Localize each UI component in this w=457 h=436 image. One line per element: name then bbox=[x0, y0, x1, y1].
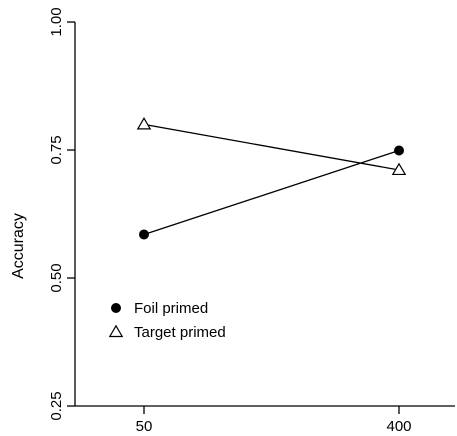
data-point bbox=[391, 162, 407, 176]
series-group bbox=[136, 117, 407, 240]
y-ticks: 0.25 0.50 0.75 1.00 bbox=[48, 7, 75, 421]
data-point bbox=[136, 117, 152, 130]
y-tick-label: 1.00 bbox=[48, 7, 65, 36]
legend-label: Foil primed bbox=[134, 300, 208, 317]
series-target-primed bbox=[136, 117, 407, 176]
series-line bbox=[143, 123, 400, 171]
x-tick-label: 50 bbox=[136, 418, 153, 435]
y-tick-label: 0.75 bbox=[48, 135, 65, 164]
y-tick-label: 0.25 bbox=[48, 391, 65, 420]
axes bbox=[74, 22, 455, 407]
x-tick-label: 400 bbox=[386, 418, 411, 435]
legend-circle-icon bbox=[111, 303, 121, 313]
legend-label: Target primed bbox=[134, 324, 226, 341]
series-line bbox=[143, 149, 400, 236]
series-foil-primed bbox=[139, 145, 404, 240]
data-point bbox=[394, 145, 404, 156]
data-point bbox=[139, 229, 149, 240]
y-axis-label: Accuracy bbox=[10, 213, 27, 279]
y-tick-label: 0.50 bbox=[48, 263, 65, 292]
legend-triangle-icon bbox=[108, 324, 124, 338]
x-ticks: 50 400 bbox=[136, 406, 412, 435]
legend: Foil primed Target primed bbox=[108, 300, 226, 341]
